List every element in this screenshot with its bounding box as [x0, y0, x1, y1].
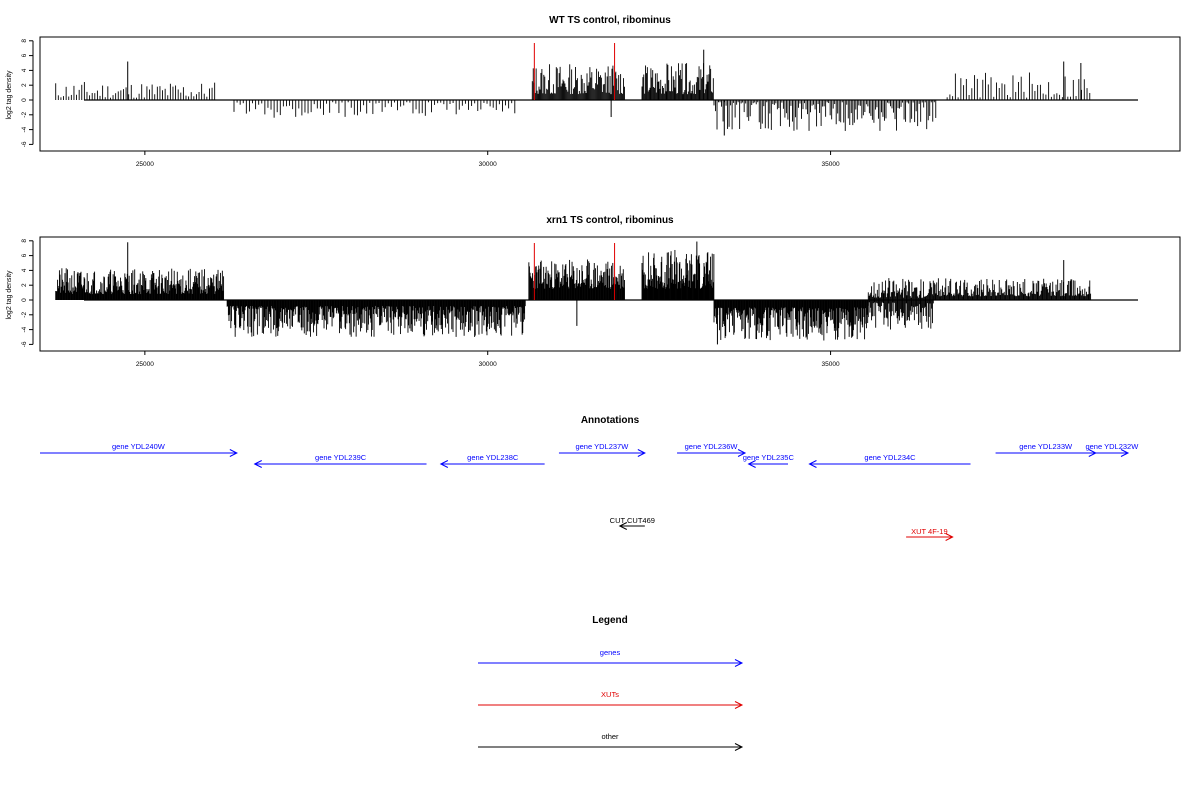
y-tick-label: 0 — [21, 298, 28, 302]
y-tick-label: 4 — [21, 68, 28, 72]
y-tick-label: -6 — [21, 341, 28, 347]
xrn1-ylabel: log2 tag density — [6, 270, 13, 320]
y-tick-label: 8 — [21, 239, 28, 243]
annotation-arrow-head — [747, 460, 756, 468]
x-tick-label: 25000 — [136, 361, 154, 368]
annotation-label: gene YDL232W — [1085, 442, 1139, 451]
legend-panel: Legend genes XUTs other — [478, 615, 744, 751]
y-tick-label: 0 — [21, 98, 28, 102]
x-tick-label: 35000 — [822, 161, 840, 168]
legend-entries: genes XUTs other — [478, 648, 744, 751]
legend-title: Legend — [592, 615, 628, 626]
annotation-label: gene YDL236W — [685, 442, 739, 451]
y-tick-label: -2 — [21, 312, 28, 318]
annotation-arrow-head — [439, 460, 449, 468]
annotation-label: gene YDL240W — [112, 442, 166, 451]
legend-arrow-head — [734, 701, 744, 709]
annotation-label: gene YDL235C — [743, 453, 795, 462]
y-tick-label: -2 — [21, 112, 28, 118]
annotation-label: XUT 4F-19 — [911, 527, 948, 536]
xrn1-coverage-panel: xrn1 TS control, ribominus 8 6 4 2 0 -2 -4 -6 25… — [6, 215, 1181, 368]
annotation-arrow-head — [618, 522, 628, 530]
wt-coverage-bars — [55, 43, 1138, 136]
wt-ylabel: log2 tag density — [6, 70, 13, 120]
legend-arrow-head — [734, 743, 744, 751]
annotation-gene-ydl233w: gene YDL233W — [995, 442, 1097, 457]
legend-entry-xuts: XUTs — [478, 690, 744, 709]
annotation-arrow-head — [945, 533, 954, 541]
y-tick-label: -6 — [21, 141, 28, 147]
annotation-gene-ydl240w: gene YDL240W — [40, 442, 238, 457]
annotation-xut-4f-19: XUT 4F-19 — [906, 527, 954, 541]
y-tick-label: 8 — [21, 39, 28, 43]
annotation-gene-ydl235c: gene YDL235C — [743, 453, 795, 468]
y-tick-label: 6 — [21, 253, 28, 257]
annotation-label: gene YDL233W — [1019, 442, 1073, 451]
x-tick-label: 30000 — [479, 161, 497, 168]
annotation-label: CUT CUT469 — [610, 516, 655, 525]
xrn1-plot-frame — [39, 236, 1181, 352]
annotation-arrow-head — [737, 449, 747, 457]
annotation-arrow-head — [637, 449, 646, 457]
wt-plot-frame — [39, 36, 1181, 152]
annotation-arrow-head — [1120, 449, 1130, 457]
wt-panel-title: WT TS control, ribominus — [549, 15, 671, 26]
annotation-arrow-head — [229, 449, 238, 457]
x-tick-label: 25000 — [136, 161, 154, 168]
annotation-gene-ydl234c: gene YDL234C — [808, 453, 971, 468]
y-tick-label: -4 — [21, 326, 28, 332]
wt-axes: 8 6 4 2 0 -2 -4 -6 25000 30000 35000 — [21, 39, 840, 168]
annotation-label: gene YDL238C — [467, 453, 519, 462]
legend-label: XUTs — [601, 690, 619, 699]
annotation-arrow-head — [253, 460, 262, 468]
annotation-gene-ydl236w: gene YDL236W — [677, 442, 747, 457]
annotation-arrows: gene YDL240W gene YDL239C gene YDL238C gene… — [40, 442, 1139, 541]
annotation-arrow-head — [808, 460, 817, 468]
annotation-gene-ydl239c: gene YDL239C — [253, 453, 427, 468]
annotation-gene-ydl232w: gene YDL232W — [1085, 442, 1139, 457]
y-tick-label: -4 — [21, 126, 28, 132]
x-tick-label: 35000 — [822, 361, 840, 368]
y-tick-label: 4 — [21, 268, 28, 272]
y-tick-label: 2 — [21, 83, 28, 87]
legend-label: genes — [600, 648, 621, 657]
xrn1-axes: 8 6 4 2 0 -2 -4 -6 25000 30000 35000 — [21, 239, 840, 368]
x-tick-label: 30000 — [479, 361, 497, 368]
annotation-cut-cut469: CUT CUT469 — [610, 516, 655, 530]
annotation-label: gene YDL237W — [575, 442, 629, 451]
annotation-gene-ydl237w: gene YDL237W — [558, 442, 646, 457]
legend-arrow-head — [734, 659, 744, 667]
wt-coverage-panel: WT TS control, ribominus 8 6 4 2 0 -2 -4 -6 2500… — [6, 15, 1181, 168]
annotation-gene-ydl238c: gene YDL238C — [439, 453, 545, 468]
legend-label: other — [601, 732, 619, 741]
xrn1-panel-title: xrn1 TS control, ribominus — [546, 215, 674, 226]
xrn1-coverage-bars — [55, 241, 1138, 345]
legend-entry-other: other — [478, 732, 744, 751]
annotations-title: Annotations — [581, 415, 640, 426]
legend-entry-genes: genes — [478, 648, 744, 667]
y-tick-label: 2 — [21, 283, 28, 287]
annotation-label: gene YDL234C — [864, 453, 916, 462]
annotation-label: gene YDL239C — [315, 453, 367, 462]
y-tick-label: 6 — [21, 53, 28, 57]
